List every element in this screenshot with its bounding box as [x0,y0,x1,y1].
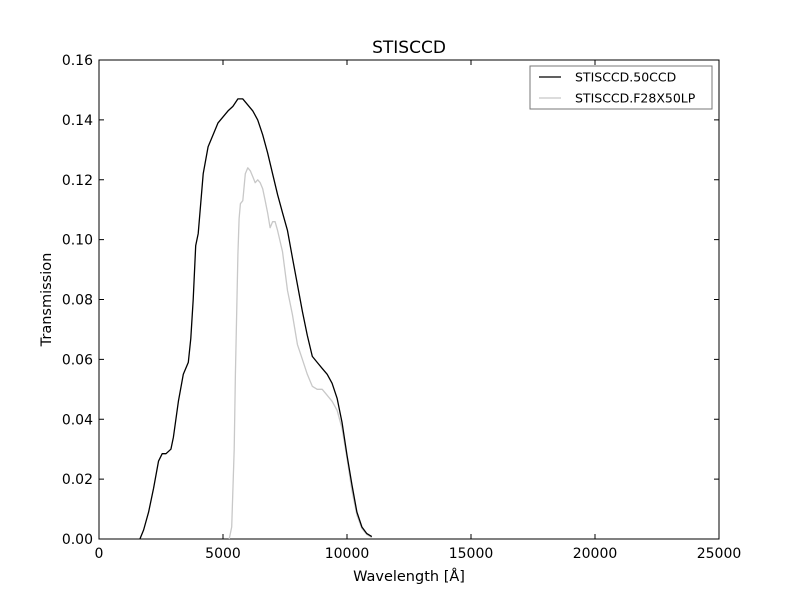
chart-title: STISCCD [372,38,446,58]
x-tick-label: 25000 [697,546,742,562]
y-tick-label: 0.10 [62,233,93,249]
y-tick-label: 0.04 [62,412,93,428]
x-tick-label: 10000 [325,546,370,562]
legend-label: STISCCD.50CCD [575,70,676,85]
legend-label: STISCCD.F28X50LP [575,91,696,106]
y-tick-label: 0.06 [62,352,93,368]
y-tick-label: 0.00 [62,532,93,548]
y-axis-label: Transmission [39,253,55,348]
x-tick-label: 5000 [205,546,241,562]
legend-box [529,65,713,110]
axis-ticks: 0 5000 10000 15000 20000 25000 0.00 0.02 0.04 0.0… [62,53,741,562]
x-axis-label: Wavelength [Å] [353,568,465,585]
y-tick-label: 0.14 [62,113,93,129]
x-tick-label: 15000 [449,546,494,562]
y-tick-label: 0.02 [62,472,93,488]
legend: STISCCD.50CCD STISCCD.F28X50LP [529,65,713,110]
plot-area-frame [98,59,720,540]
series-layer [139,98,373,540]
series-line-stisccd-50ccd [139,98,373,540]
series-line-stisccd-f28x50lp [228,167,373,540]
x-tick-label: 20000 [573,546,618,562]
x-tick-label: 0 [95,546,104,562]
y-tick-label: 0.12 [62,173,93,189]
y-tick-label: 0.16 [62,53,93,69]
y-tick-label: 0.08 [62,293,93,309]
